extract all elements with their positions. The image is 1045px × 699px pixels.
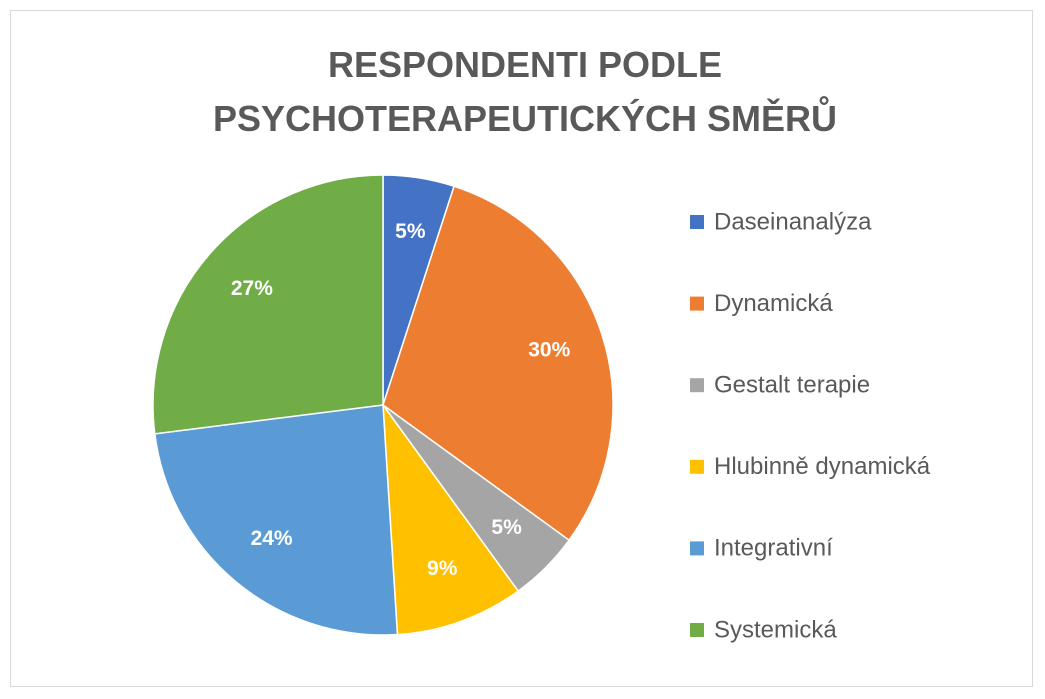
legend-label: Integrativní — [714, 535, 833, 562]
data-label: 5% — [491, 516, 522, 539]
pie-slice — [382, 185, 614, 542]
pie-slice — [152, 174, 384, 435]
data-label: 27% — [231, 277, 273, 300]
legend-swatch — [690, 378, 704, 393]
legend-swatch — [690, 459, 704, 474]
chart-frame — [10, 10, 1033, 687]
pie-slice — [153, 404, 399, 636]
legend-swatch — [690, 541, 704, 556]
data-label: 30% — [528, 339, 570, 362]
legend-swatch — [690, 623, 704, 637]
legend-label: Hlubinně dynamická — [714, 453, 931, 480]
legend-label: Dynamická — [714, 290, 833, 317]
legend-label: Daseinanalýza — [714, 208, 872, 235]
data-label: 24% — [251, 527, 293, 550]
legend-label: Systemická — [714, 616, 837, 643]
pie-slice — [382, 402, 520, 636]
legend-swatch — [690, 215, 704, 229]
data-label: 9% — [427, 557, 458, 580]
data-label: 5% — [395, 220, 426, 243]
legend-swatch — [690, 296, 704, 311]
chart-title: RESPONDENTI PODLE PSYCHOTERAPEUTICKÝCH S… — [212, 44, 838, 139]
legend-label: Gestalt terapie — [714, 372, 870, 399]
